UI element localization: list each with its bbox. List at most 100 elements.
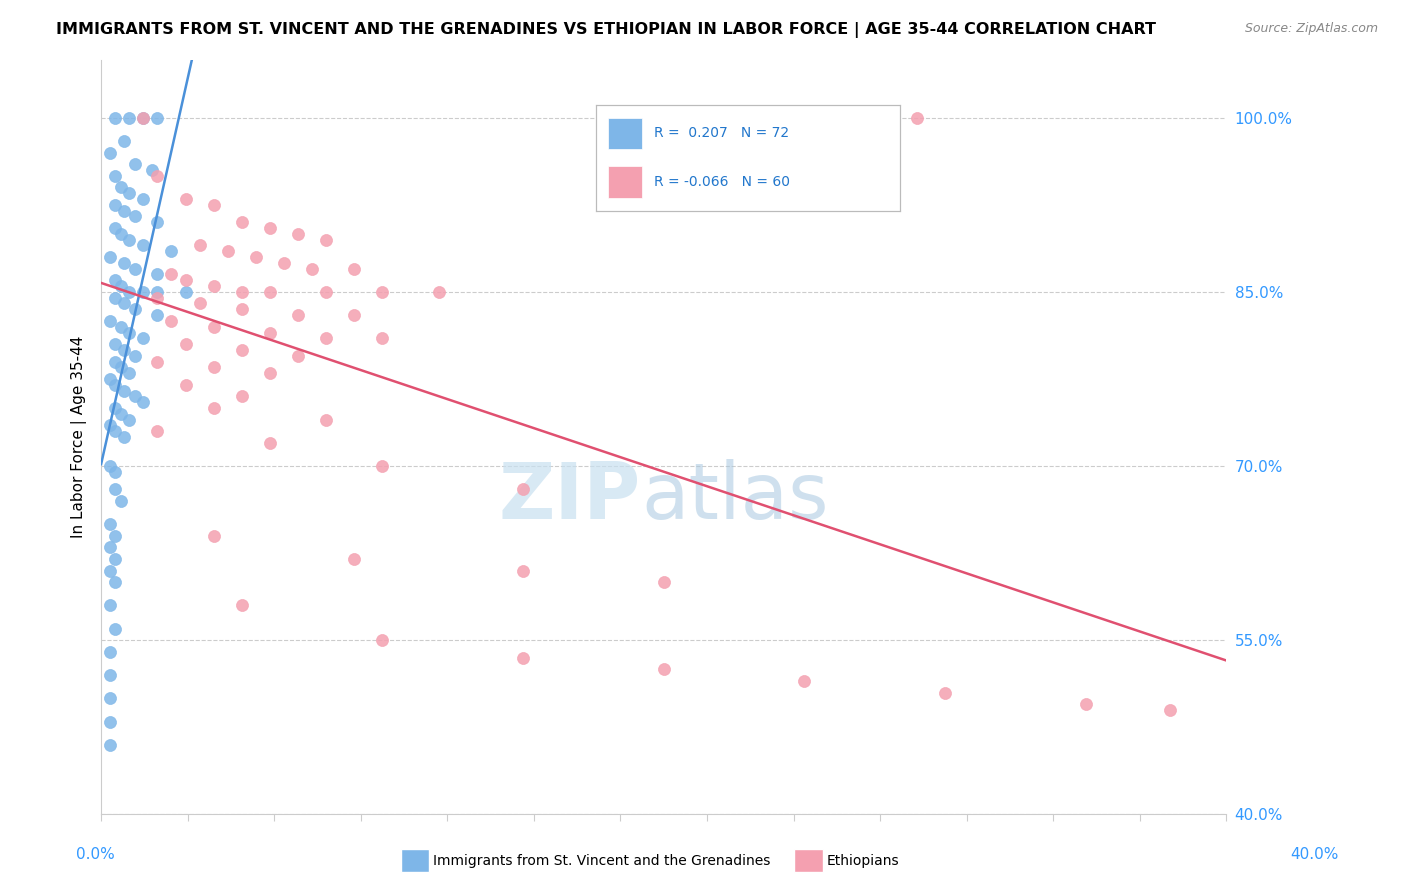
Point (174, 337, 197, 351)
Point (104, 483, 127, 497)
Point (202, 319, 225, 334)
Point (98, 145, 121, 160)
Point (110, 279, 132, 293)
Point (231, 599, 253, 613)
Point (104, 169, 127, 183)
Point (98, 372, 121, 386)
Point (112, 203, 135, 218)
Point (905, 111, 928, 125)
Point (104, 273, 127, 287)
Point (132, 192, 155, 206)
Point (146, 308, 169, 322)
Point (104, 291, 127, 305)
Point (202, 401, 225, 415)
Point (118, 285, 141, 299)
Text: Source: ZipAtlas.com: Source: ZipAtlas.com (1244, 22, 1378, 36)
Point (259, 326, 281, 340)
Point (98, 314, 121, 328)
Point (315, 412, 337, 426)
Point (512, 564, 534, 578)
Point (1159, 703, 1181, 717)
Point (371, 331, 394, 345)
Text: ZIP: ZIP (499, 459, 641, 535)
Point (118, 111, 141, 125)
Point (110, 227, 132, 241)
Point (132, 238, 155, 252)
Point (287, 227, 309, 241)
Point (98, 668, 121, 682)
Point (245, 250, 267, 264)
Point (141, 163, 163, 178)
Point (1074, 697, 1097, 711)
Point (98, 459, 121, 474)
Point (934, 685, 956, 699)
Point (132, 285, 155, 299)
Point (104, 465, 127, 479)
Point (98, 541, 121, 555)
Point (174, 192, 197, 206)
Point (652, 662, 675, 676)
Point (231, 389, 253, 403)
Point (259, 435, 281, 450)
Point (343, 552, 366, 566)
Point (174, 273, 197, 287)
Point (231, 343, 253, 357)
Point (315, 331, 337, 345)
Point (371, 459, 394, 474)
Point (104, 424, 127, 438)
Point (112, 296, 135, 310)
Point (110, 360, 132, 375)
Point (124, 261, 146, 276)
Text: 40.0%: 40.0% (1291, 847, 1339, 862)
Point (343, 308, 366, 322)
Point (124, 157, 146, 171)
Point (146, 111, 169, 125)
Point (371, 285, 394, 299)
Point (118, 366, 141, 380)
Point (132, 395, 155, 409)
Point (146, 285, 169, 299)
Point (98, 738, 121, 752)
Point (118, 233, 141, 247)
Point (104, 354, 127, 368)
Point (188, 296, 211, 310)
Point (110, 180, 132, 194)
Point (110, 407, 132, 421)
Point (259, 366, 281, 380)
Point (98, 691, 121, 706)
Point (174, 377, 197, 392)
Point (104, 401, 127, 415)
Point (315, 285, 337, 299)
Point (112, 430, 135, 444)
Point (98, 418, 121, 433)
Point (118, 326, 141, 340)
Point (98, 599, 121, 613)
Point (146, 268, 169, 282)
Point (118, 186, 141, 201)
Point (124, 349, 146, 363)
Point (202, 529, 225, 543)
Point (132, 111, 155, 125)
Point (98, 517, 121, 532)
Point (112, 343, 135, 357)
Point (146, 291, 169, 305)
Point (174, 285, 197, 299)
Point (231, 285, 253, 299)
Point (146, 169, 169, 183)
Point (132, 111, 155, 125)
Point (104, 198, 127, 212)
Point (202, 279, 225, 293)
Point (315, 233, 337, 247)
Point (146, 354, 169, 368)
Point (259, 285, 281, 299)
Point (287, 349, 309, 363)
Point (160, 244, 183, 259)
Point (287, 308, 309, 322)
Point (104, 377, 127, 392)
Point (98, 714, 121, 729)
Point (877, 111, 900, 125)
Point (104, 111, 127, 125)
Point (104, 529, 127, 543)
Point (512, 483, 534, 497)
Point (259, 221, 281, 235)
